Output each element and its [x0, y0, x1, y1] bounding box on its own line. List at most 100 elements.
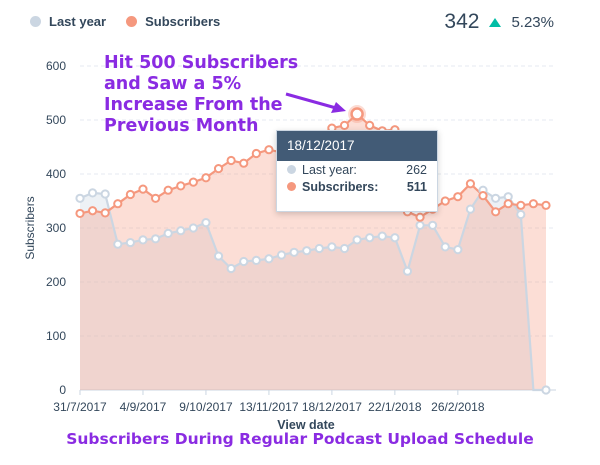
last-year-point[interactable]: [453, 245, 463, 255]
subscribers-point[interactable]: [163, 185, 173, 195]
last-year-point[interactable]: [264, 254, 274, 264]
y-axis-label: Subscribers: [23, 196, 37, 259]
data-tooltip: 18/12/2017 Last year: 262 Subscribers: 5…: [276, 130, 438, 212]
subscribers-point[interactable]: [100, 208, 110, 218]
x-tick-label: 9/10/2017: [179, 400, 233, 414]
subscribers-point[interactable]: [226, 155, 236, 166]
subscribers-point[interactable]: [87, 206, 98, 216]
last-year-point[interactable]: [87, 188, 98, 198]
last-year-point[interactable]: [491, 193, 501, 203]
tooltip-date: 18/12/2017: [277, 131, 437, 161]
subscribers-point[interactable]: [528, 199, 539, 209]
last-year-point[interactable]: [302, 246, 312, 256]
tooltip-last-year-swatch: [287, 165, 296, 174]
subscribers-point[interactable]: [239, 158, 249, 168]
chart-caption: Subscribers During Regular Podcast Uploa…: [66, 430, 534, 448]
subscribers-point[interactable]: [453, 192, 463, 202]
tooltip-subscribers-value: 511: [406, 179, 427, 194]
last-year-point[interactable]: [440, 242, 450, 252]
subscribers-point[interactable]: [113, 199, 123, 209]
subscribers-point[interactable]: [440, 196, 450, 206]
subscribers-point[interactable]: [125, 189, 135, 200]
last-year-point[interactable]: [138, 235, 148, 245]
subscribers-point[interactable]: [491, 207, 501, 217]
last-year-point[interactable]: [327, 242, 337, 252]
subscribers-point[interactable]: [150, 193, 161, 203]
last-year-point[interactable]: [251, 255, 261, 265]
last-year-point[interactable]: [516, 209, 526, 220]
last-year-point[interactable]: [541, 385, 551, 395]
last-year-point[interactable]: [150, 234, 161, 244]
x-tick-label: 18/12/2017: [302, 400, 362, 414]
highlighted-point[interactable]: [350, 107, 364, 121]
subscribers-point[interactable]: [201, 173, 211, 183]
summary-total: 342: [444, 10, 480, 33]
tooltip-last-year-label: Last year:: [302, 162, 357, 177]
y-tick-label: 300: [46, 221, 66, 235]
tooltip-last-year-value: 262: [406, 162, 427, 177]
subscribers-point[interactable]: [251, 148, 261, 159]
last-year-point[interactable]: [163, 228, 173, 238]
last-year-area: [80, 190, 546, 390]
last-year-point[interactable]: [352, 235, 362, 245]
x-tick-labels: 31/7/2017 4/9/2017 9/10/2017 13/11/2017 18/1…: [53, 390, 485, 414]
last-year-point[interactable]: [465, 204, 476, 214]
y-tick-label: 600: [46, 59, 66, 73]
x-axis-label: View date: [277, 418, 334, 432]
annotation-arrow: [285, 92, 346, 113]
legend-label-last-year: Last year: [49, 14, 107, 29]
trend-up-icon: [489, 17, 502, 27]
last-year-point[interactable]: [100, 189, 110, 199]
last-year-point[interactable]: [75, 193, 85, 203]
subscribers-point[interactable]: [138, 184, 148, 194]
subscribers-point[interactable]: [365, 120, 375, 131]
last-year-point[interactable]: [125, 237, 135, 248]
tooltip-subscribers-label: Subscribers:: [302, 179, 379, 194]
x-tick-label: 22/1/2018: [368, 400, 422, 414]
last-year-point[interactable]: [113, 239, 123, 249]
last-year-point[interactable]: [402, 266, 413, 276]
subscribers-point[interactable]: [465, 179, 476, 189]
subscribers-point[interactable]: [339, 120, 350, 131]
last-year-point[interactable]: [289, 247, 299, 257]
subscribers-point[interactable]: [516, 200, 526, 210]
x-tick-label: 13/11/2017: [239, 400, 298, 414]
y-tick-label: 500: [46, 113, 66, 127]
subscribers-point[interactable]: [176, 181, 186, 191]
last-year-point[interactable]: [213, 251, 224, 261]
last-year-point[interactable]: [176, 226, 186, 236]
subscribers-point[interactable]: [188, 177, 198, 187]
subscribers-point[interactable]: [541, 200, 551, 210]
subscribers-point[interactable]: [264, 145, 274, 155]
last-year-point[interactable]: [415, 220, 425, 230]
last-year-point[interactable]: [428, 220, 438, 230]
tooltip-row-subscribers: Subscribers: 511: [277, 178, 437, 195]
tooltip-subscribers-swatch: [287, 182, 296, 191]
last-year-point[interactable]: [276, 250, 287, 260]
last-year-point[interactable]: [188, 223, 198, 233]
annotation-text: Hit 500 Subscribers and Saw a 5% Increas…: [104, 53, 299, 136]
summary-stat: 342 5.23%: [444, 10, 554, 34]
last-year-point[interactable]: [201, 218, 211, 228]
last-year-point[interactable]: [365, 233, 375, 243]
last-year-point[interactable]: [377, 231, 387, 241]
subscribers-point[interactable]: [213, 164, 224, 174]
subscribers-point[interactable]: [75, 208, 85, 219]
chart-legend: Last year Subscribers: [30, 14, 220, 29]
last-year-point[interactable]: [390, 233, 400, 243]
y-tick-label: 400: [46, 167, 66, 181]
subscribers-point[interactable]: [478, 191, 488, 201]
legend-item-last-year[interactable]: Last year: [30, 14, 106, 29]
subscribers-point[interactable]: [415, 212, 425, 222]
last-year-point[interactable]: [339, 243, 350, 254]
last-year-point[interactable]: [239, 256, 249, 267]
series-points: [75, 105, 551, 395]
legend-item-subscribers[interactable]: Subscribers: [126, 14, 220, 29]
subscribers-point[interactable]: [503, 199, 513, 209]
last-year-point[interactable]: [226, 263, 236, 274]
summary-change: 5.23%: [511, 13, 554, 31]
last-year-point[interactable]: [314, 243, 324, 254]
x-tick-label: 26/2/2018: [431, 400, 485, 414]
y-tick-labels: 0 100 200 300 400 500 600: [46, 59, 66, 397]
tooltip-row-last-year: Last year: 262: [277, 161, 437, 178]
